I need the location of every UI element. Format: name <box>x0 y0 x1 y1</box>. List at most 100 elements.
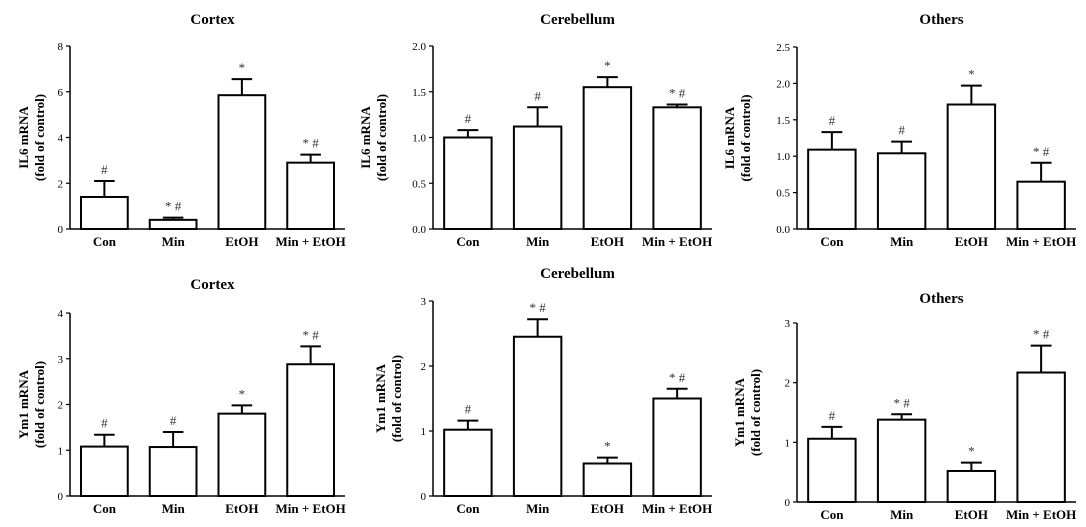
y-axis-label: IL6 mRNA <box>16 106 31 169</box>
y-tick-label: 1.0 <box>412 133 426 145</box>
bar <box>582 462 633 497</box>
x-tick-label: Con <box>93 234 117 249</box>
y-tick-label: 2 <box>785 378 791 390</box>
y-axis-label: Ym1 mRNA <box>373 363 388 433</box>
y-axis-label: Ym1 mRNA <box>16 369 31 439</box>
chart-panel: Cortex IL6 mRNA (fold of control) 0 2 4 6 8 # Con… <box>16 12 346 249</box>
y-tick-label: 2 <box>421 361 427 373</box>
significance-marker: * # <box>303 327 320 342</box>
y-tick-label: 3 <box>421 296 427 308</box>
y-tick-label: 0 <box>785 497 791 509</box>
chart-title: Cerebellum <box>540 12 615 28</box>
x-tick-label: Min <box>890 234 914 249</box>
y-axis-label: (fold of control) <box>32 94 47 181</box>
x-tick-label: Min + EtOH <box>276 234 346 249</box>
significance-marker: * # <box>1033 144 1050 159</box>
y-tick-label: 0.0 <box>412 224 426 236</box>
bar <box>807 148 857 230</box>
significance-marker: * # <box>1033 327 1050 342</box>
chart-panel: Others Ym1 mRNA (fold of control) 0 1 2 3 # Con *… <box>732 291 1076 522</box>
significance-marker: * <box>239 60 246 75</box>
significance-marker: # <box>465 111 472 126</box>
significance-marker: # <box>170 413 177 428</box>
bar <box>652 397 702 497</box>
x-tick-label: Min + EtOH <box>1006 234 1076 249</box>
x-tick-label: Con <box>820 507 844 522</box>
x-tick-label: EtOH <box>225 234 258 249</box>
y-tick-label: 6 <box>58 87 64 99</box>
y-tick-label: 2.0 <box>412 41 426 53</box>
significance-marker: * <box>604 58 611 73</box>
y-tick-label: 4 <box>58 133 64 145</box>
y-tick-label: 1 <box>785 437 791 449</box>
bar <box>1016 180 1066 230</box>
significance-marker: # <box>829 113 836 128</box>
significance-marker: * # <box>303 136 320 151</box>
bar <box>286 363 335 497</box>
x-tick-label: Con <box>456 501 480 516</box>
bar <box>217 94 267 231</box>
y-tick-label: 1.5 <box>776 115 790 127</box>
bar <box>217 412 267 497</box>
significance-marker: * <box>968 67 975 82</box>
bar <box>876 152 927 230</box>
y-tick-label: 2.5 <box>776 42 790 54</box>
chart-panel: Cerebellum IL6 mRNA (fold of control) 0.0 0.… <box>358 12 712 249</box>
x-tick-label: EtOH <box>591 501 624 516</box>
y-tick-label: 0 <box>58 491 64 503</box>
bar <box>80 445 129 497</box>
bar <box>652 106 702 230</box>
chart-panel: Others IL6 mRNA (fold of control) 0.0 0.5 1.0… <box>722 12 1076 249</box>
significance-marker: # <box>898 123 905 138</box>
significance-marker: # <box>534 88 541 103</box>
bar <box>946 103 997 230</box>
x-tick-label: EtOH <box>955 507 988 522</box>
y-axis-label: Ym1 mRNA <box>732 377 747 447</box>
significance-marker: # <box>465 402 472 417</box>
x-tick-label: Min <box>162 501 186 516</box>
y-axis-label: (fold of control) <box>748 369 763 456</box>
chart-title: Cerebellum <box>540 266 615 282</box>
y-axis-label: IL6 mRNA <box>358 106 373 169</box>
significance-marker: * <box>239 386 246 401</box>
y-axis-label: IL6 mRNA <box>722 106 737 169</box>
bar <box>876 418 927 503</box>
x-tick-label: Min <box>890 507 914 522</box>
significance-marker: * # <box>894 395 911 410</box>
x-tick-label: Min <box>526 501 550 516</box>
y-tick-label: 0.0 <box>776 224 790 236</box>
y-tick-label: 2.0 <box>776 78 790 90</box>
y-tick-label: 0 <box>58 224 64 236</box>
y-tick-label: 0.5 <box>776 188 790 200</box>
x-tick-label: Min <box>162 234 186 249</box>
x-tick-label: Con <box>93 501 117 516</box>
x-tick-label: EtOH <box>225 501 258 516</box>
x-tick-label: Min <box>526 234 550 249</box>
y-tick-label: 1.5 <box>412 87 426 99</box>
significance-marker: * # <box>530 300 547 315</box>
y-tick-label: 1.0 <box>776 151 790 163</box>
y-tick-label: 3 <box>785 318 791 330</box>
y-tick-label: 0 <box>421 491 427 503</box>
y-tick-label: 1 <box>58 445 64 457</box>
bar <box>1016 371 1066 504</box>
chart-panel: Cerebellum Ym1 mRNA (fold of control) 0 1 2 3 #… <box>373 266 712 516</box>
significance-marker: * # <box>669 86 686 101</box>
x-tick-label: Con <box>820 234 844 249</box>
y-tick-label: 2 <box>58 178 64 190</box>
y-tick-label: 4 <box>58 308 64 320</box>
x-tick-label: Min + EtOH <box>642 501 712 516</box>
bar <box>512 125 563 230</box>
y-tick-label: 2 <box>58 400 64 412</box>
significance-marker: * <box>968 444 975 459</box>
bar <box>148 446 198 497</box>
y-tick-label: 3 <box>58 354 64 366</box>
x-tick-label: Con <box>456 234 480 249</box>
significance-marker: * # <box>165 199 182 214</box>
bar <box>80 195 129 231</box>
bar <box>148 218 198 231</box>
y-axis-label: (fold of control) <box>389 355 404 442</box>
significance-marker: # <box>829 408 836 423</box>
significance-marker: # <box>101 162 108 177</box>
chart-title: Cortex <box>190 12 235 28</box>
